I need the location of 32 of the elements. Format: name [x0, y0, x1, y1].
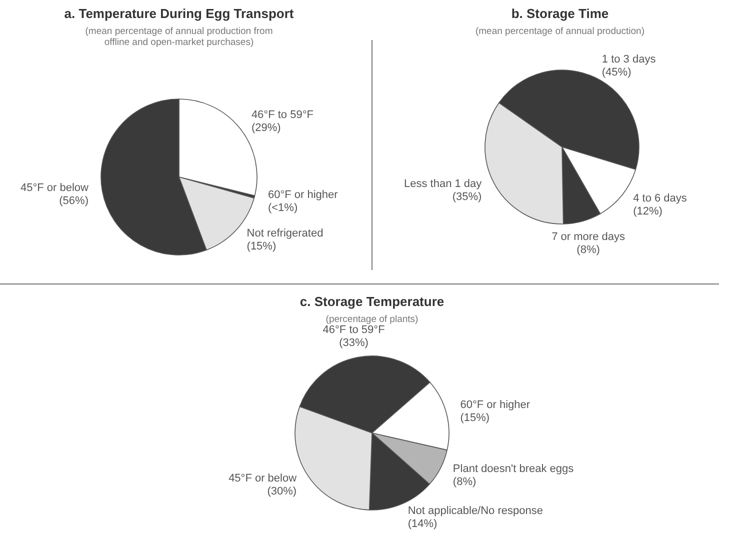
slice-label: Not applicable/No response — [408, 505, 543, 518]
slice-label: Plant doesn't break eggs — [452, 463, 574, 476]
data-label: (15%) — [246, 240, 276, 253]
slice-label: 60°F or higher — [268, 188, 338, 201]
data-label: (8%) — [452, 476, 476, 488]
slice-label: 46°F to 59°F — [251, 108, 314, 121]
chart-title: b. Storage Time — [511, 6, 609, 21]
slice-label: Not refrigerated — [246, 228, 324, 240]
slice-label: 1 to 3 days — [602, 54, 656, 66]
chart-subtitle: (mean percentage of annual production) — [475, 26, 645, 37]
data-label: (56%) — [59, 194, 88, 207]
slice-label: 45°F or below — [228, 472, 297, 484]
data-label: (12%) — [633, 205, 662, 218]
slice-label: 4 to 6 days — [633, 192, 688, 204]
data-label: (30%) — [267, 485, 297, 498]
slice-label: 45°F or below — [20, 182, 89, 194]
chart-subtitle: (percentage of plants) — [326, 314, 418, 325]
data-label: (8%) — [576, 244, 600, 256]
slice-label: Less than 1 day — [404, 178, 482, 190]
slice-label: 60°F or higher — [460, 399, 530, 412]
slice-label: 7 or more days — [552, 230, 626, 243]
data-label: (14%) — [408, 518, 438, 530]
slice-label: 46°F to 59°F — [322, 324, 386, 336]
data-label: (45%) — [602, 66, 632, 79]
chart-title: a. Temperature During Egg Transport — [64, 6, 294, 21]
data-label: (33%) — [339, 337, 368, 350]
chart-subtitle: (mean percentage of annual production from offline and open-market purchases) — [85, 26, 273, 48]
data-label: (35%) — [452, 191, 482, 204]
data-label: (15%) — [460, 412, 490, 424]
chart-title: c. Storage Temperature — [300, 294, 444, 309]
data-label: (29%) — [251, 122, 281, 134]
data-label: (<1%) — [268, 202, 298, 214]
